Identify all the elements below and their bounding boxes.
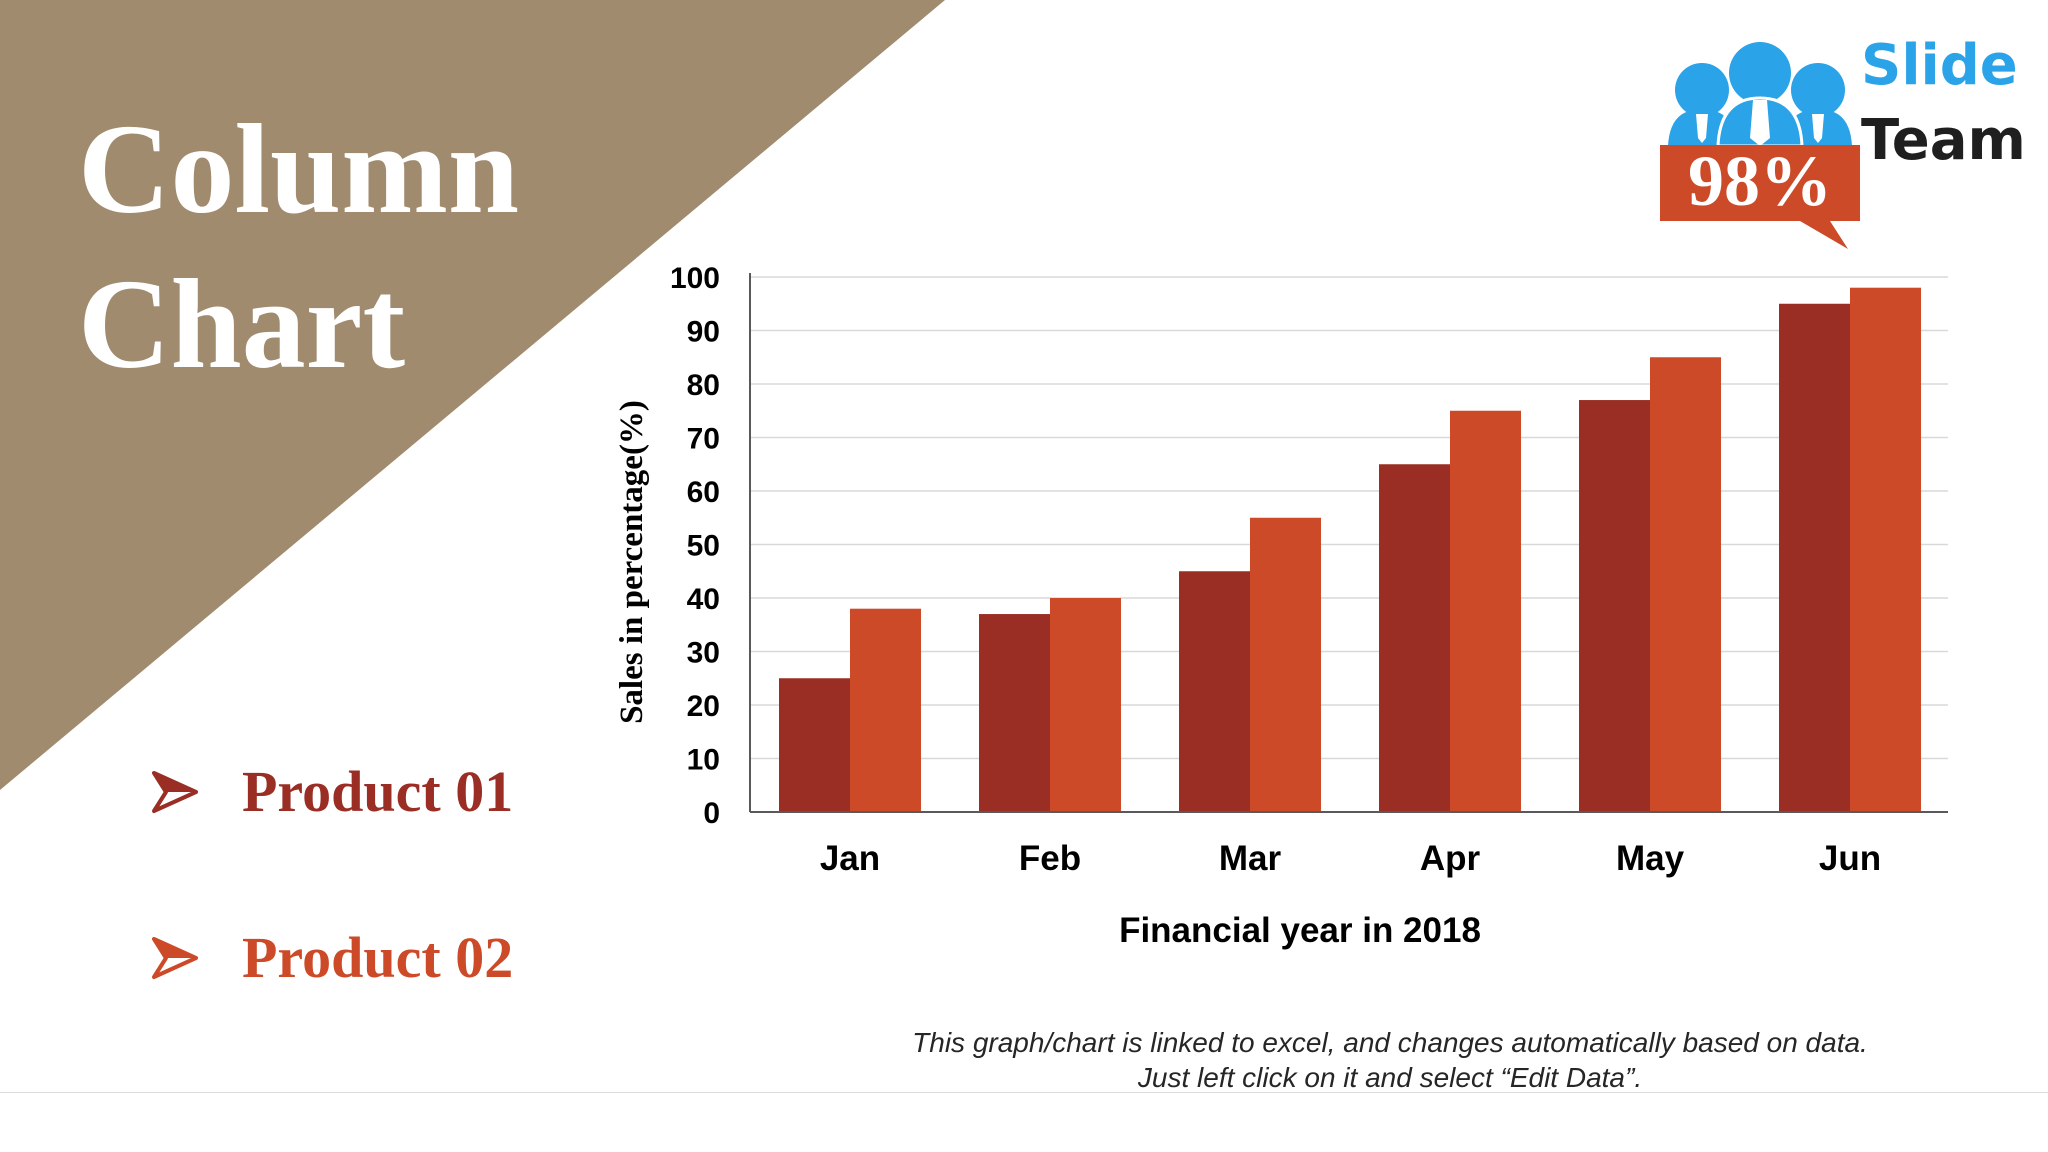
bar-product-01-apr bbox=[1379, 464, 1450, 812]
bar-product-02-feb bbox=[1050, 598, 1121, 812]
x-tick-label: Jan bbox=[820, 839, 880, 878]
logo-text-team: Team bbox=[1861, 108, 2026, 173]
bar-product-02-jun bbox=[1850, 287, 1921, 812]
slideteam-logo: Slide Team 98% bbox=[1660, 28, 2030, 268]
y-tick-label: 90 bbox=[687, 316, 720, 349]
x-tick-label: Feb bbox=[1019, 839, 1081, 878]
arrow-right-icon bbox=[152, 936, 198, 979]
y-tick-label: 100 bbox=[670, 262, 720, 295]
legend-label-product-01: Product 01 bbox=[242, 759, 514, 824]
people-group-icon bbox=[1668, 42, 1852, 148]
x-axis-title: Financial year in 2018 bbox=[1119, 911, 1481, 950]
y-tick-label: 30 bbox=[687, 637, 720, 670]
bar-product-02-jan bbox=[850, 608, 921, 812]
bottom-divider bbox=[0, 1092, 2048, 1093]
chart-note-line-2: Just left click on it and select “Edit D… bbox=[1137, 1062, 1643, 1093]
logo-text-slide: Slide bbox=[1861, 33, 2018, 98]
bar-product-01-feb bbox=[979, 614, 1050, 812]
y-tick-label: 80 bbox=[687, 369, 720, 402]
bar-product-02-mar bbox=[1250, 517, 1321, 812]
arrow-right-icon bbox=[152, 770, 198, 813]
x-tick-label: Mar bbox=[1219, 839, 1282, 878]
bar-product-01-jun bbox=[1779, 303, 1850, 812]
y-tick-label: 40 bbox=[687, 583, 720, 616]
x-tick-label: Apr bbox=[1420, 839, 1481, 878]
bar-product-02-may bbox=[1650, 357, 1721, 812]
badge-percentage: 98% bbox=[1688, 141, 1832, 221]
x-tick-label: Jun bbox=[1819, 839, 1881, 878]
y-tick-label: 20 bbox=[687, 690, 720, 723]
y-tick-label: 70 bbox=[687, 423, 720, 456]
bar-product-01-may bbox=[1579, 400, 1650, 812]
bar-product-02-apr bbox=[1450, 410, 1521, 812]
y-tick-label: 60 bbox=[687, 476, 720, 509]
x-tick-label: May bbox=[1616, 839, 1685, 878]
chart-note-line-1: This graph/chart is linked to excel, and… bbox=[912, 1027, 1868, 1058]
legend-item-product-02: Product 02 bbox=[150, 924, 513, 991]
y-tick-label: 0 bbox=[703, 797, 720, 830]
legend-item-product-01: Product 01 bbox=[150, 758, 513, 825]
legend-label-product-02: Product 02 bbox=[242, 925, 514, 990]
speech-bubble-badge bbox=[1660, 145, 1860, 249]
y-axis-title: Sales in percentage(%) bbox=[614, 400, 650, 724]
slide-title-line-1: Column bbox=[78, 98, 519, 240]
slide-title-line-2: Chart bbox=[78, 253, 406, 395]
y-tick-label: 10 bbox=[687, 744, 720, 777]
bar-product-01-mar bbox=[1179, 571, 1250, 812]
y-tick-label: 50 bbox=[687, 530, 720, 563]
bar-product-01-jan bbox=[779, 678, 850, 812]
